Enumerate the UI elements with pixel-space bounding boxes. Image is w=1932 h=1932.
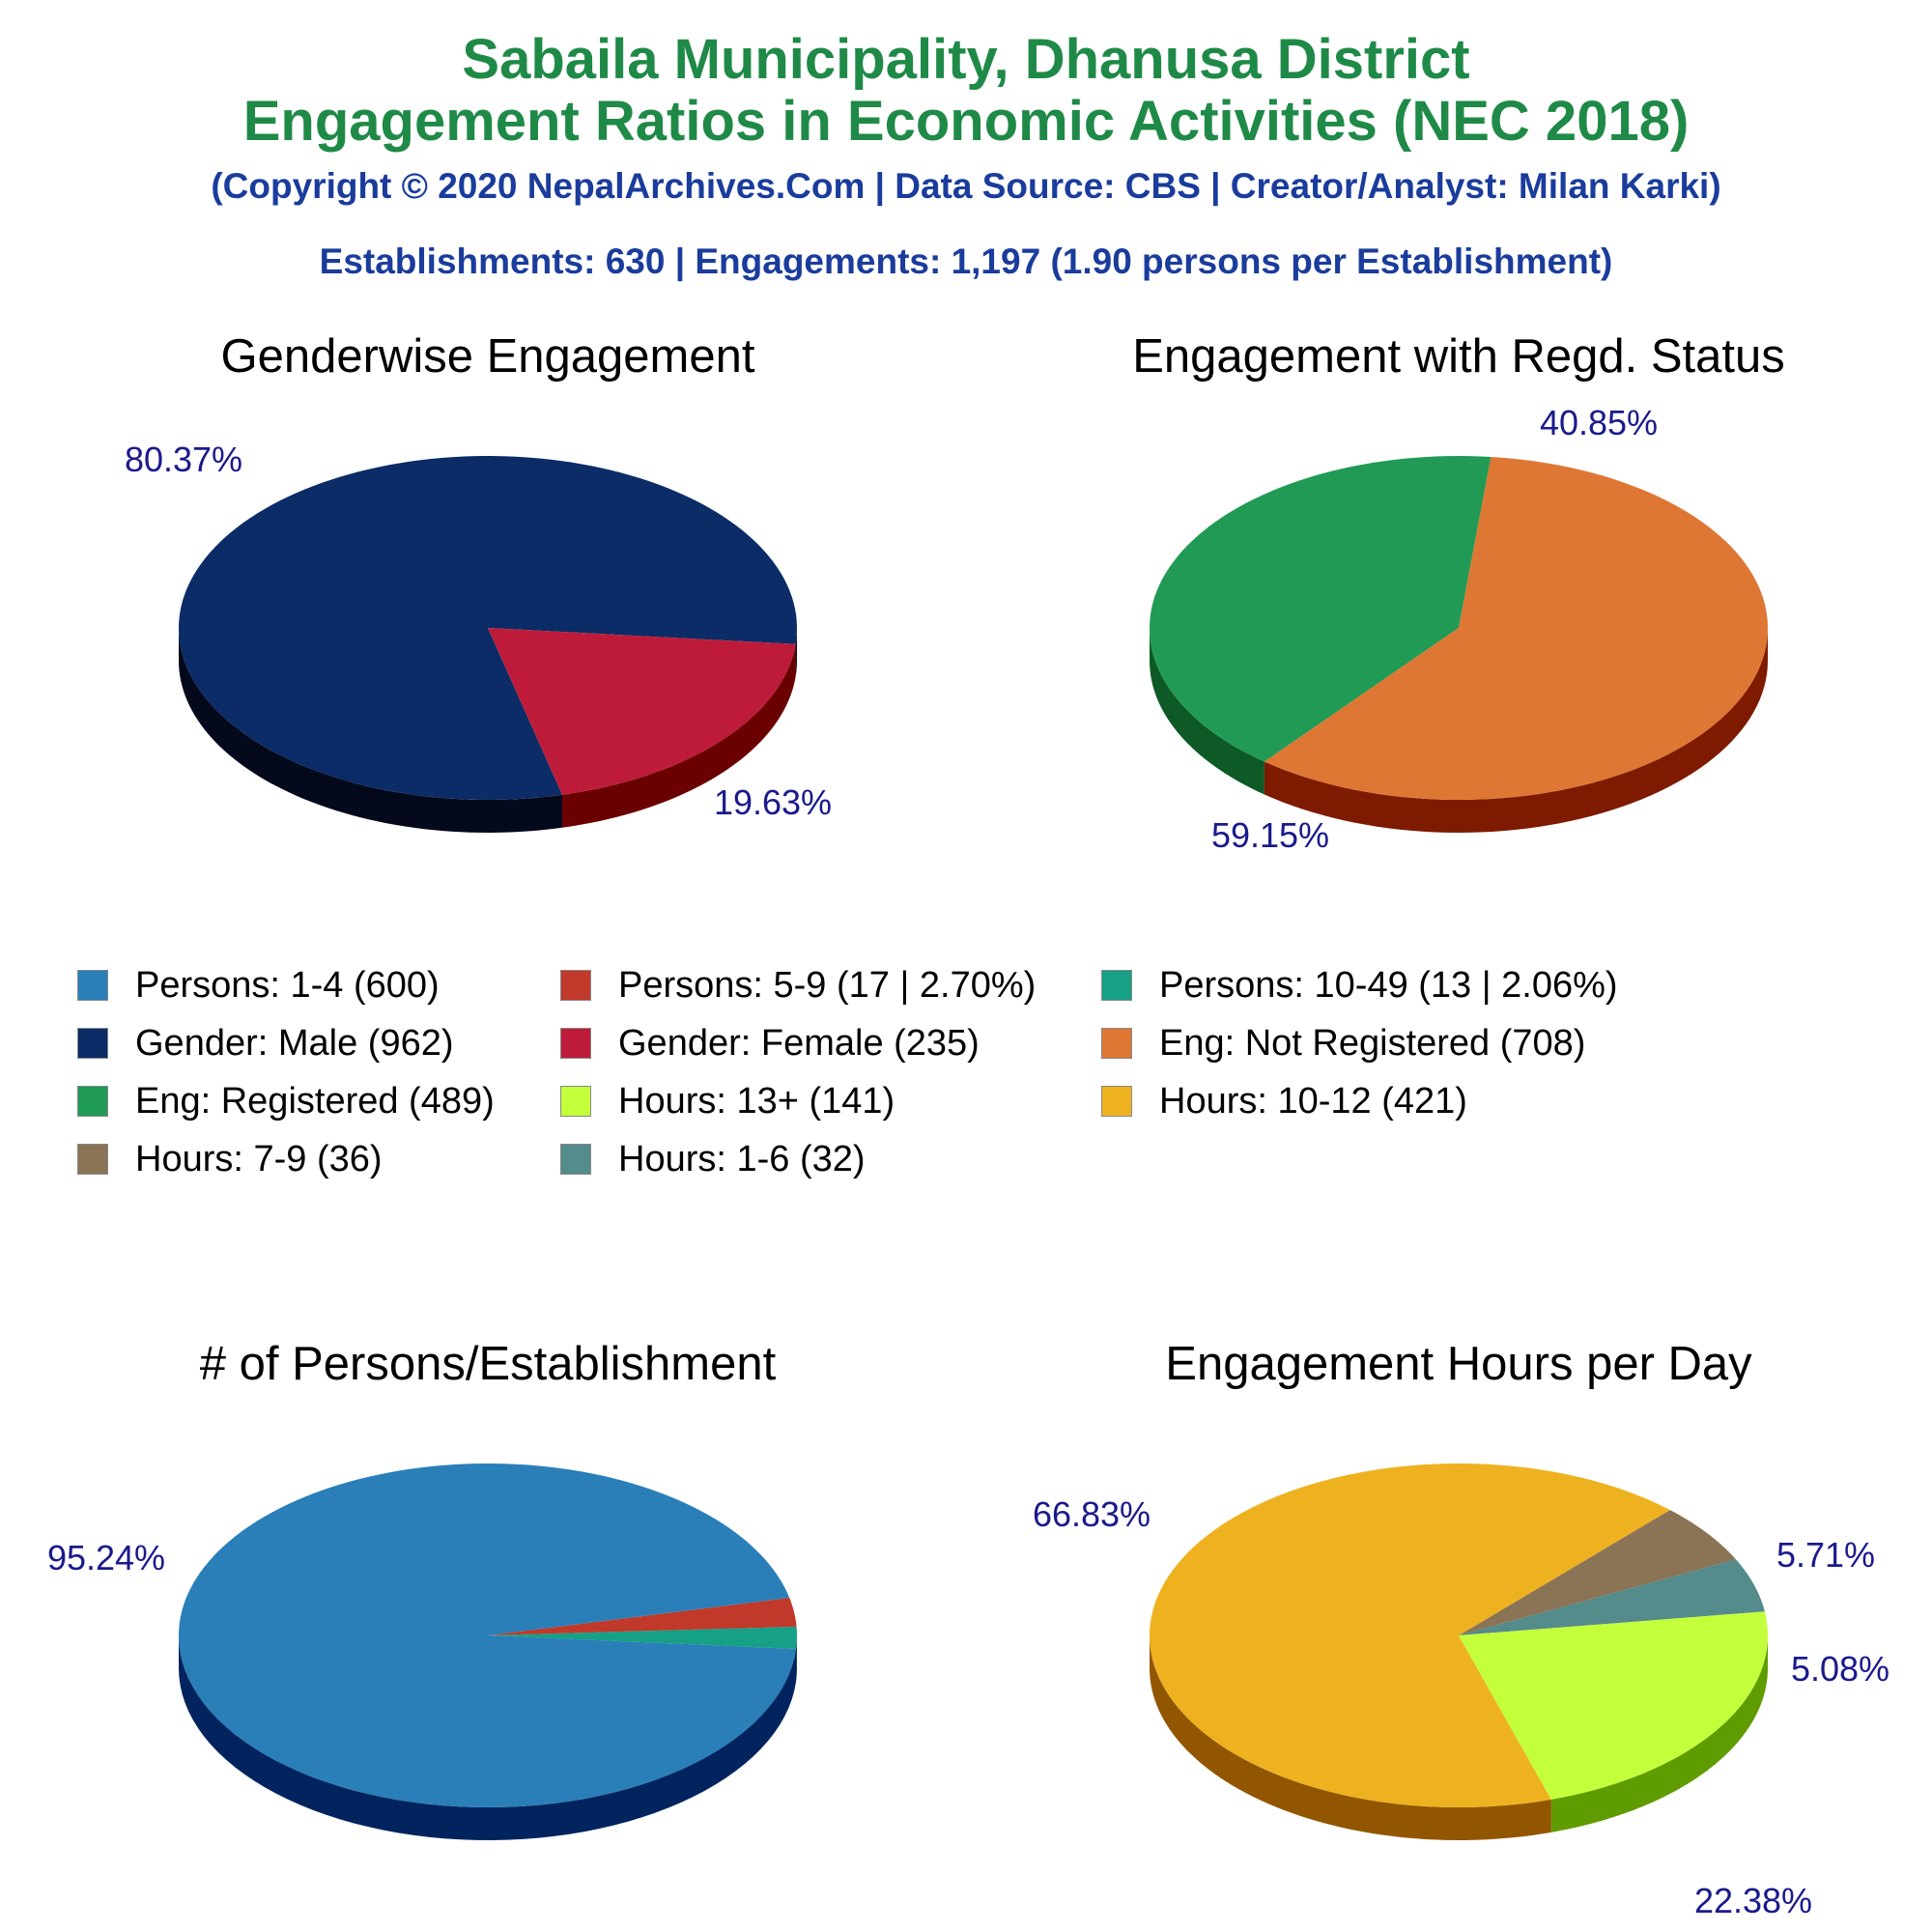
pie-pct-label: 80.37% (125, 440, 242, 479)
pie-title: Engagement with Regd. Status (1132, 330, 1785, 383)
pie-chart-4: Engagement Hours per Day 5.08% 5.71% 66.83%… (1033, 1338, 1889, 1920)
legend-swatch (560, 1028, 591, 1059)
pie-chart-2: Engagement with Regd. Status 40.85% 59.15% (1132, 330, 1785, 855)
legend-item: Hours: 7-9 (36) (77, 1135, 383, 1183)
pie-slice-side (795, 628, 797, 677)
pie-slice (179, 456, 797, 800)
legend-swatch (77, 1144, 108, 1175)
legend-swatch (1101, 1086, 1132, 1117)
legend-item: Gender: Male (962) (77, 1019, 454, 1067)
pie-slice-side (1550, 1635, 1768, 1833)
legend-label: Persons: 1-4 (600) (135, 964, 440, 1006)
legend-item: Eng: Not Registered (708) (1101, 1019, 1585, 1067)
pie-slice-side (179, 1635, 797, 1840)
pie-pct-label: 66.83% (1033, 1494, 1151, 1534)
pie-slice (1459, 1611, 1768, 1800)
legend-swatch (77, 1028, 108, 1059)
legend-swatch (560, 1144, 591, 1175)
legend-label: Hours: 13+ (141) (618, 1080, 895, 1122)
chart-title-line1: Sabaila Municipality, Dhanusa District (462, 28, 1470, 91)
pie-slice-side (179, 628, 562, 833)
legend-label: Eng: Not Registered (708) (1159, 1022, 1586, 1064)
pie-slice (1150, 1463, 1670, 1807)
chart-title-line2: Engagement Ratios in Economic Activities… (242, 90, 1690, 153)
copyright-subtitle: (Copyright © 2020 NepalArchives.Com | Da… (211, 166, 1721, 206)
legend-item: Hours: 10-12 (421) (1101, 1077, 1467, 1125)
legend-item: Persons: 5-9 (17 | 2.70%) (560, 961, 1036, 1009)
legend-swatch (560, 970, 591, 1001)
pie-chart-3: # of Persons/Establishment 95.24% (47, 1338, 797, 1840)
legend-swatch (560, 1086, 591, 1117)
pie-pct-label: 5.71% (1776, 1535, 1875, 1575)
pie-slice (488, 1598, 797, 1635)
pie-title: # of Persons/Establishment (200, 1338, 777, 1390)
legend-item: Persons: 10-49 (13 | 2.06%) (1101, 961, 1618, 1009)
legend-swatch (1101, 1028, 1132, 1059)
legend-label: Hours: 10-12 (421) (1159, 1080, 1467, 1122)
legend-label: Hours: 7-9 (36) (135, 1138, 383, 1179)
pie-pct-label: 59.15% (1211, 815, 1329, 855)
pie-slice-side (1264, 628, 1768, 833)
legend-label: Hours: 1-6 (32) (618, 1138, 866, 1179)
legend-swatch (77, 1086, 108, 1117)
legend-label: Persons: 5-9 (17 | 2.70%) (618, 964, 1037, 1006)
pie-slice (488, 628, 796, 795)
pie-slice (179, 1463, 797, 1807)
pie-title: Genderwise Engagement (221, 330, 755, 383)
pie-slice-side (1150, 1635, 1551, 1840)
pie-slice-side (1150, 628, 1264, 795)
summary-subtitle: Establishments: 630 | Engagements: 1,197… (319, 242, 1613, 281)
legend-item: Persons: 1-4 (600) (77, 961, 440, 1009)
pie-chart-1: Genderwise Engagement 80.37% 19.63% (125, 330, 832, 833)
pie-slice (1264, 456, 1768, 800)
pie-slice-side (796, 1635, 797, 1682)
legend-item: Eng: Registered (489) (77, 1077, 495, 1125)
legend-swatch (1101, 970, 1132, 1001)
pie-slice-side (562, 643, 796, 828)
pie-slice (1150, 456, 1492, 762)
legend-label: Persons: 10-49 (13 | 2.06%) (1159, 964, 1618, 1006)
pie-slice (1459, 1559, 1765, 1635)
pie-pct-label: 40.85% (1540, 403, 1658, 442)
legend-item: Gender: Female (235) (560, 1019, 980, 1067)
pie-slice (488, 1626, 797, 1649)
legend-label: Gender: Male (962) (135, 1022, 454, 1064)
pie-slice (1459, 1510, 1736, 1635)
pie-pct-label: 22.38% (1694, 1881, 1812, 1920)
legend-label: Gender: Female (235) (618, 1022, 980, 1064)
legend-item: Hours: 13+ (141) (560, 1077, 895, 1125)
pie-pct-label: 5.08% (1791, 1649, 1889, 1689)
legend-label: Eng: Registered (489) (135, 1080, 495, 1122)
pie-pct-label: 95.24% (47, 1538, 165, 1577)
pie-title: Engagement Hours per Day (1165, 1338, 1752, 1390)
legend-item: Hours: 1-6 (32) (560, 1135, 866, 1183)
pie-pct-label: 19.63% (714, 782, 832, 822)
legend-swatch (77, 970, 108, 1001)
